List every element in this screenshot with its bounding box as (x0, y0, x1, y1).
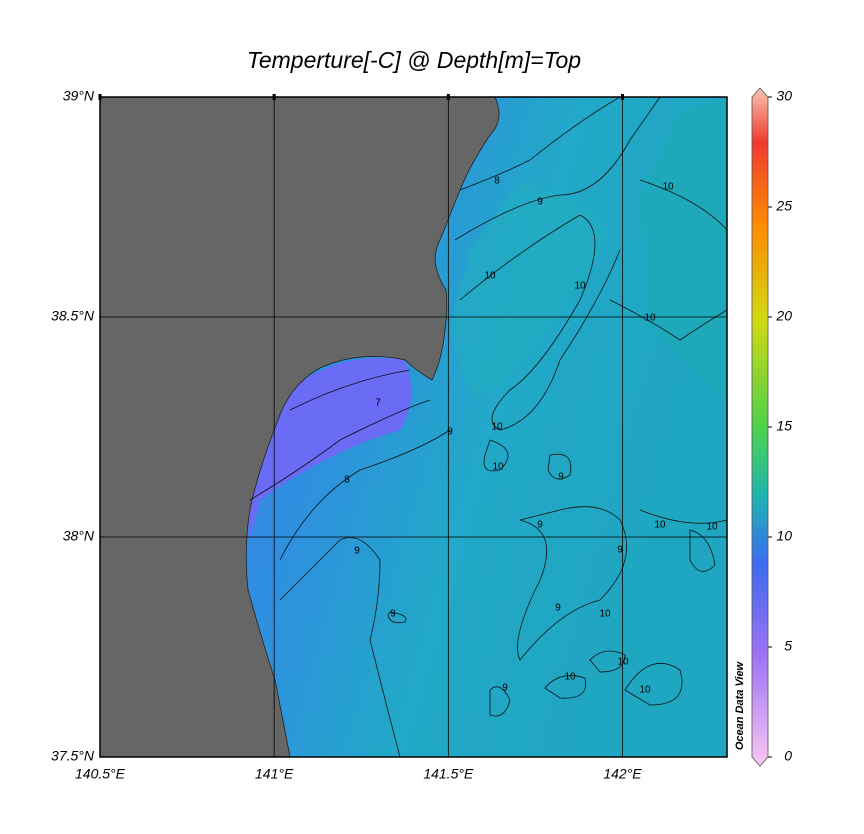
y-tick-label: 37.5°N (51, 748, 95, 764)
colorbar-tick-label: 30 (776, 88, 792, 104)
x-tick-label: 140.5°E (75, 766, 126, 782)
y-tick-label: 38.5°N (51, 308, 95, 324)
contour-label: 9 (502, 683, 508, 694)
y-tick-label: 38°N (63, 528, 95, 544)
map-title: Temperture[-C] @ Depth[m]=Top (247, 47, 581, 73)
colorbar-label: Ocean Data View (734, 660, 746, 750)
map-area: 8 9 10 10 10 10 7 8 9 10 10 9 9 9 9 9 10 9 10 10 10 10 10 9 (100, 97, 727, 757)
contour-label: 7 (375, 398, 381, 409)
contour-label: 10 (574, 281, 586, 292)
contour-label: 9 (537, 197, 543, 208)
axes: 140.5°E 141°E 141.5°E 142°E 37.5°N 38°N 38.5°N… (51, 88, 792, 782)
contour-label: 9 (537, 520, 543, 531)
contour-label: 10 (564, 672, 576, 683)
graticule (100, 97, 727, 757)
contour-label: 10 (599, 609, 611, 620)
contour-label: 10 (639, 685, 651, 696)
contour-label: 10 (617, 657, 629, 668)
contour-label: 9 (390, 609, 396, 620)
contour-label: 9 (447, 427, 453, 438)
x-tick-label: 141°E (255, 766, 294, 782)
contour-label: 10 (491, 422, 503, 433)
colorbar-tick-label: 5 (784, 638, 792, 654)
contour-label: 9 (555, 603, 561, 614)
land (100, 97, 500, 757)
contour-label: 10 (492, 462, 504, 473)
contour-label: 10 (662, 182, 674, 193)
x-tick-label: 141.5°E (423, 766, 474, 782)
contour-label: 8 (344, 475, 350, 486)
map-frame (99, 96, 728, 758)
colorbar-tick-label: 15 (776, 418, 792, 434)
contour-label: 10 (644, 313, 656, 324)
colorbar-tick-label: 20 (775, 308, 792, 324)
x-tick-label: 142°E (603, 766, 642, 782)
contour-label: 8 (494, 176, 500, 187)
contour-label: 9 (558, 472, 564, 483)
colorbar-tick-label: 25 (775, 198, 792, 214)
contour-label: 10 (706, 522, 718, 533)
contour-label: 9 (617, 545, 623, 556)
contour-label: 9 (354, 546, 360, 557)
colorbar-tick-label: 0 (784, 748, 792, 764)
warm-water (450, 180, 610, 400)
warm-water (640, 100, 727, 400)
contour-label: 10 (484, 271, 496, 282)
y-tick-label: 39°N (63, 88, 95, 104)
contour-label-group: 8 9 10 10 10 10 7 8 9 10 10 9 9 9 9 9 10 9 10 10 10 10 10 9 (344, 176, 718, 696)
colorbar (751, 87, 769, 767)
contour-label: 10 (654, 520, 666, 531)
colorbar-tick-label: 10 (776, 528, 792, 544)
